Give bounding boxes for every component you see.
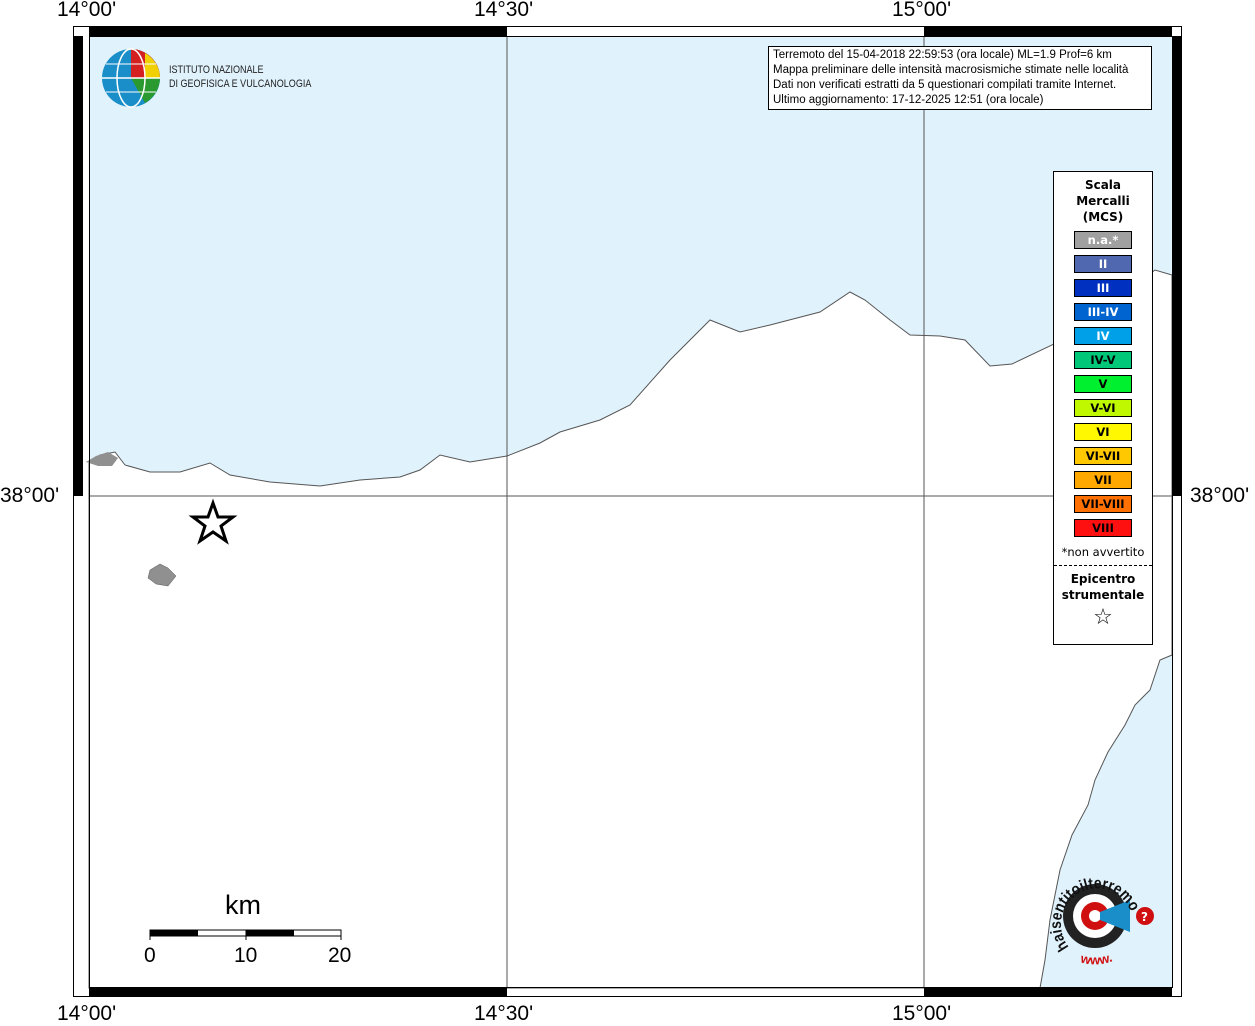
legend-swatch: VI [1074,423,1132,441]
haisentito-url-text: www. [1078,950,1114,968]
legend-title: Scala Mercalli (MCS) [1076,178,1130,224]
legend-epicenter-label: Epicentro strumentale [1061,572,1145,602]
legend-swatch: VII-VIII [1074,495,1132,513]
info-line: Terremoto del 15-04-2018 22:59:53 (ora l… [773,49,1112,61]
tick-bottom-1500: 15°00' [892,1002,952,1025]
haisentito-logo-icon: ? [1063,884,1154,948]
legend-swatch: n.a.* [1074,231,1132,249]
legend-divider [1054,565,1152,566]
legend-swatch: III [1074,279,1132,297]
legend-swatch: II [1074,255,1132,273]
tick-top-1500: 15°00' [892,0,952,21]
scale-label-0: 0 [144,944,156,967]
island-north [86,452,118,466]
tick-left-3800: 38°00' [0,484,60,507]
haisentito-url-text-path: www. [1078,950,1114,968]
frame-inner [89,36,1173,988]
info-box: Terremoto del 15-04-2018 22:59:53 (ora l… [768,46,1152,110]
island-ustica [147,563,177,587]
tick-right-3800: 38°00' [1190,484,1250,507]
land-sicily-coast [88,269,1173,989]
tick-bottom-1430: 14°30' [474,1002,534,1025]
tick-top-1430: 14°30' [474,0,534,21]
logo-line-1: ISTITUTO NAZIONALE [169,64,264,76]
scale-label-20: 20 [328,944,352,967]
info-line: Ultimo aggiornamento: 17-12-2025 12:51 (… [773,94,1044,106]
info-line: Mappa preliminare delle intensità macros… [773,64,1129,76]
legend-star-icon: ☆ [1093,605,1113,630]
legend: Scala Mercalli (MCS) n.a.* II III III-IV IV I… [1053,171,1153,645]
frame-outer [73,26,1182,997]
frame-bars [74,27,1181,996]
tick-top-1400: 14°00' [57,0,117,21]
legend-swatch: V [1074,375,1132,393]
legend-swatch: VIII [1074,519,1132,537]
ingv-logo-text: ISTITUTO NAZIONALE DI GEOFISICA E VULCAN… [169,63,311,91]
info-line: Dati non verificati estratti da 5 questi… [773,79,1117,91]
scale-bar [149,929,342,940]
scale-label-10: 10 [234,944,258,967]
tick-bottom-1400: 14°00' [57,1002,117,1025]
legend-swatch: III-IV [1074,303,1132,321]
svg-text:?: ? [1141,910,1148,924]
legend-swatch: V-VI [1074,399,1132,417]
legend-swatch: IV [1074,327,1132,345]
ingv-logo-icon [102,48,160,108]
epicenter-star-icon [188,498,238,545]
scale-unit: km [225,890,261,920]
logo-line-2: DI GEOFISICA E VULCANOLOGIA [169,78,312,90]
legend-swatch: VI-VII [1074,447,1132,465]
legend-swatch: VII [1074,471,1132,489]
legend-swatch: IV-V [1074,351,1132,369]
legend-note: *non avvertito [1061,545,1145,559]
